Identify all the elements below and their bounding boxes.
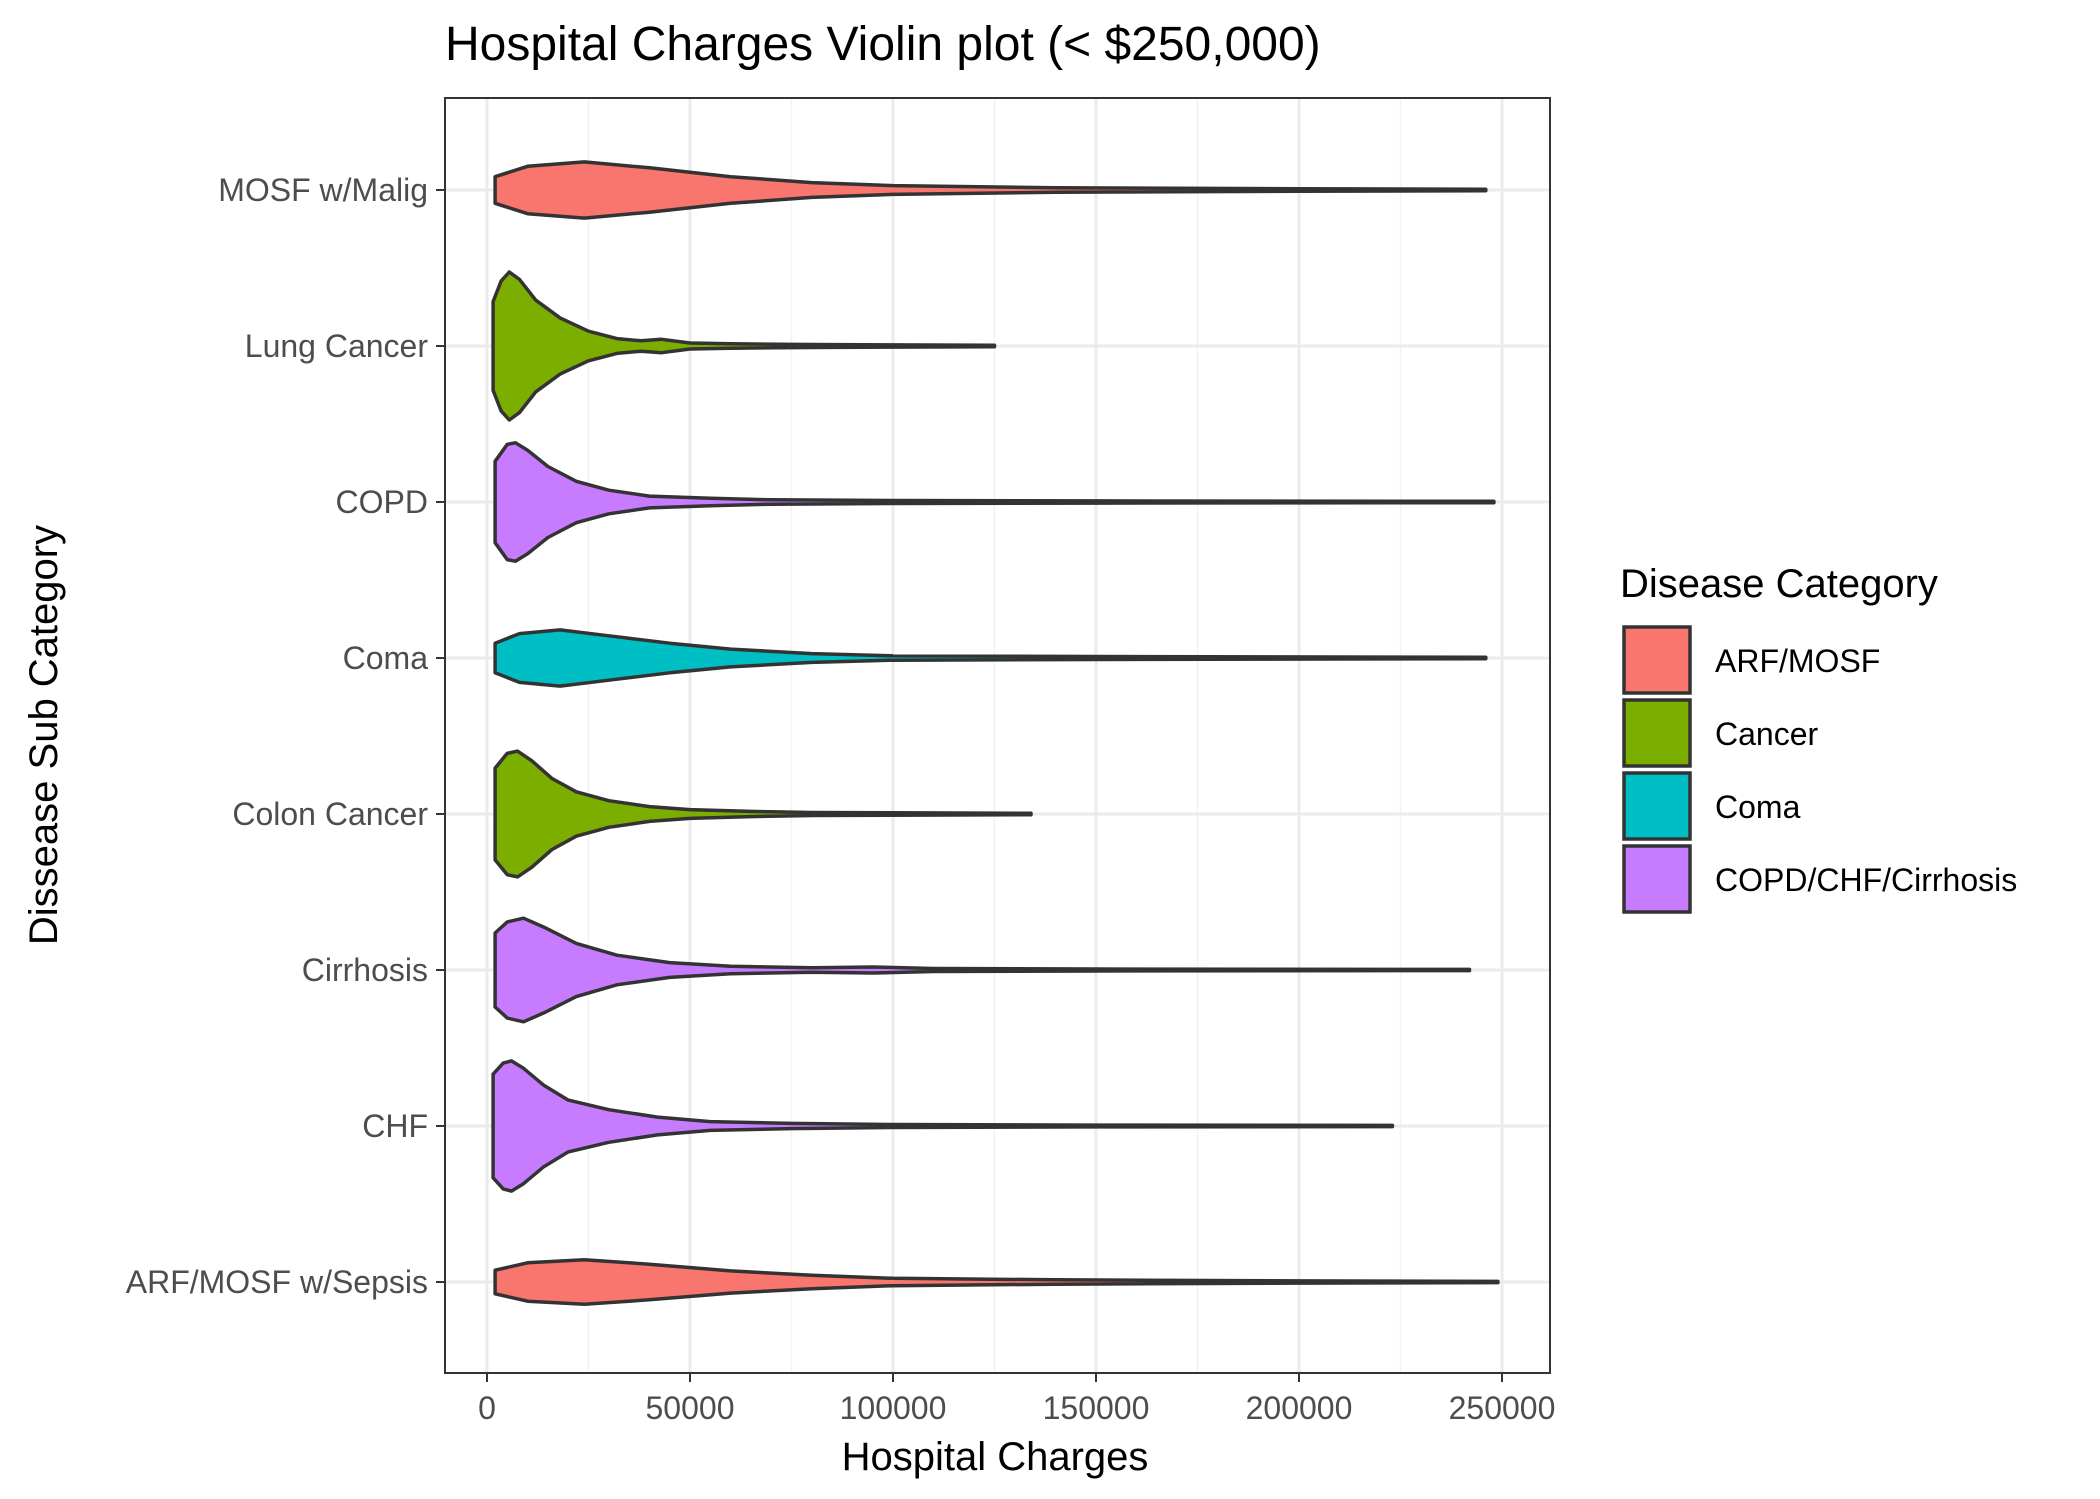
y-tick-label: Lung Cancer xyxy=(245,328,429,364)
legend-title: Disease Category xyxy=(1620,562,1938,606)
panel-background xyxy=(445,98,1550,1373)
chart-title: Hospital Charges Violin plot (< $250,000… xyxy=(445,18,1321,71)
x-tick-label: 50000 xyxy=(646,1390,735,1426)
legend-key-cancer xyxy=(1622,698,1692,768)
y-tick-label: Colon Cancer xyxy=(232,796,428,832)
y-axis: MOSF w/Malig Lung Cancer COPD Coma Colon Can… xyxy=(126,172,445,1300)
y-tick-label: ARF/MOSF w/Sepsis xyxy=(126,1264,428,1300)
violin-mosf-w-malig xyxy=(493,160,1488,220)
x-axis: 0 50000 100000 150000 200000 250000 xyxy=(478,1373,1555,1426)
x-tick-label: 250000 xyxy=(1449,1390,1556,1426)
violin-chf xyxy=(491,1059,1395,1193)
legend-key-arf-mosf xyxy=(1622,625,1692,695)
violin-lung-cancer xyxy=(491,270,997,422)
violin-copd xyxy=(493,441,1496,563)
legend-key-copd-chf-cirrhosis xyxy=(1622,844,1692,914)
legend: Disease Category ARF/MOSF Cancer Coma COPD/… xyxy=(1620,562,2017,914)
legend-label: COPD/CHF/Cirrhosis xyxy=(1715,862,2017,898)
y-tick-label: MOSF w/Malig xyxy=(218,172,428,208)
violin-arf-mosf-w-sepsis xyxy=(493,1258,1500,1306)
y-axis-title: Dissease Sub Category xyxy=(22,525,66,945)
x-axis-title: Hospital Charges xyxy=(842,1435,1149,1479)
y-tick-label: COPD xyxy=(336,484,428,520)
violin-coma xyxy=(493,628,1488,688)
y-tick-label: Coma xyxy=(343,640,429,676)
y-tick-label: CHF xyxy=(362,1108,428,1144)
legend-label: Cancer xyxy=(1715,716,1819,752)
legend-label: Coma xyxy=(1715,789,1801,825)
plot-panel xyxy=(444,97,1551,1374)
legend-label: ARF/MOSF xyxy=(1715,643,1880,679)
x-tick-label: 150000 xyxy=(1043,1390,1150,1426)
y-tick-label: Cirrhosis xyxy=(302,952,428,988)
x-tick-label: 100000 xyxy=(840,1390,947,1426)
violin-cirrhosis xyxy=(493,916,1472,1024)
x-tick-label: 0 xyxy=(478,1390,496,1426)
legend-key-coma xyxy=(1622,771,1692,841)
violin-colon-cancer xyxy=(493,749,1033,879)
x-tick-label: 200000 xyxy=(1246,1390,1353,1426)
panel-border xyxy=(444,97,1551,1374)
